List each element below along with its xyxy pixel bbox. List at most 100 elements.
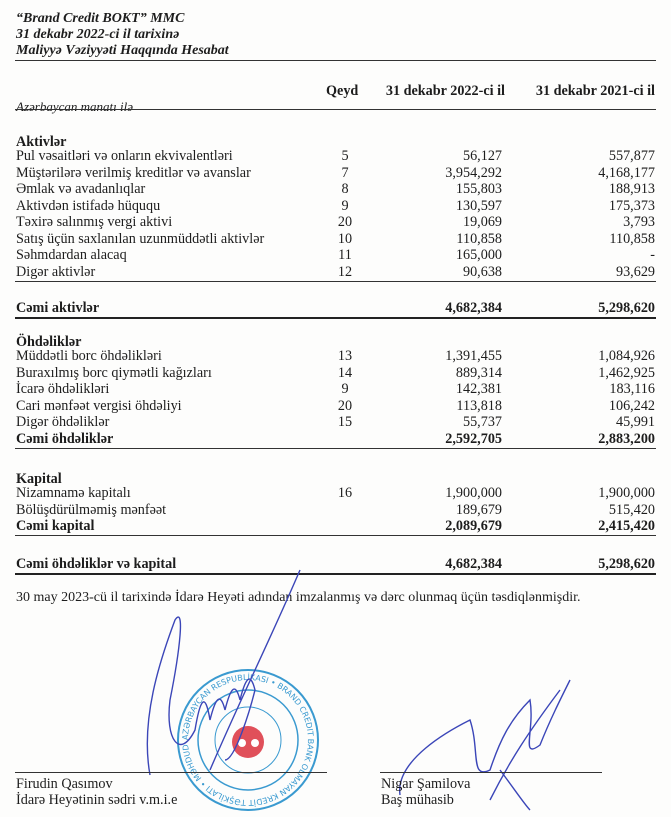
cell-label: Aktivdən istifadə hüququ bbox=[16, 197, 161, 214]
cell-v2022: 155,803 bbox=[455, 181, 502, 197]
chairman-name: Firudin Qasımov bbox=[16, 776, 113, 792]
total-rule bbox=[15, 317, 656, 319]
company-name: “Brand Credit BOKT” MMC bbox=[16, 11, 185, 26]
col-2022-header: 31 dekabr 2022-ci il bbox=[385, 83, 505, 99]
grand-total-rule bbox=[15, 573, 656, 575]
table-row: Cari mənfəət vergisi öhdəliyi 20 113,818 10… bbox=[0, 398, 671, 415]
accountant-name: Nigar Şamilova bbox=[381, 776, 471, 792]
signature-line-2 bbox=[380, 772, 602, 773]
report-date: 31 dekabr 2022-ci il tarixinə bbox=[16, 27, 180, 42]
cell-label: Cəmi öhdəliklər bbox=[16, 430, 114, 447]
cell-label: İcarə öhdəlikləri bbox=[16, 381, 110, 397]
table-row: Təxirə salınmış vergi aktivi 20 19,069 3,79… bbox=[0, 214, 671, 231]
cell-note: 11 bbox=[338, 247, 352, 263]
cell-v2022: 4,682,384 bbox=[445, 300, 502, 316]
chairman-position: İdarə Heyətinin sədri v.m.i.e bbox=[16, 792, 178, 808]
cell-label: Bölüşdürülməmiş mənfəət bbox=[16, 501, 167, 518]
cell-note: 14 bbox=[337, 364, 353, 381]
cell-v2021: 4,168,177 bbox=[598, 164, 655, 181]
cell-v2022: 3,954,292 bbox=[445, 164, 502, 181]
cell-v2021: 3,793 bbox=[623, 214, 655, 230]
stamp-outer-ring bbox=[177, 669, 319, 811]
cell-label: Təxirə salınmış vergi aktivi bbox=[16, 214, 173, 230]
cell-note: 20 bbox=[337, 397, 353, 414]
cell-label: Digər öhdəliklər bbox=[16, 414, 110, 430]
table-row: Müştərilərə verilmiş kreditlər və avansl… bbox=[0, 165, 671, 182]
cell-v2022: 90,638 bbox=[462, 263, 502, 280]
cell-v2021: 183,116 bbox=[609, 381, 655, 397]
table-row: Satış üçün saxlanılan uzunmüddətli aktiv… bbox=[0, 231, 671, 248]
table-row: Səhmdardan alacaq 11 165,000 - bbox=[0, 247, 671, 264]
stamp-logo bbox=[232, 726, 264, 758]
table-row: Bölüşdürülməmiş mənfəət 189,679 515,420 bbox=[0, 502, 671, 519]
signature-line-1 bbox=[15, 772, 327, 773]
col-note-header: Qeyd bbox=[326, 83, 359, 99]
cell-note: 8 bbox=[341, 181, 349, 197]
cell-label: Cari mənfəət vergisi öhdəliyi bbox=[16, 397, 182, 414]
cell-v2021: 2,883,200 bbox=[598, 430, 655, 447]
cell-v2022: 1,900,000 bbox=[445, 485, 502, 501]
cell-v2021: 110,858 bbox=[609, 230, 655, 247]
cell-note: 5 bbox=[341, 148, 349, 164]
cell-label: Buraxılmış borc qiymətli kağızları bbox=[16, 364, 212, 381]
cell-v2022: 113,818 bbox=[456, 397, 502, 414]
table-row: Aktivdən istifadə hüququ 9 130,597 175,373 bbox=[0, 198, 671, 215]
column-header-rule bbox=[15, 109, 656, 110]
grand-total-row: Cəmi öhdəliklər və kapital 4,682,384 5,298… bbox=[0, 556, 671, 573]
table-row: Buraxılmış borc qiymətli kağızları 14 889,… bbox=[0, 365, 671, 382]
header-rule bbox=[15, 60, 656, 61]
cell-label: Digər aktivlər bbox=[16, 263, 96, 280]
cell-v2022: 2,089,679 bbox=[445, 518, 502, 534]
cell-label: Cəmi kapital bbox=[16, 518, 95, 534]
cell-v2022: 55,737 bbox=[462, 414, 502, 430]
table-row: Pul vəsaitləri və onların ekvivalentləri… bbox=[0, 148, 671, 165]
cell-v2021: 5,298,620 bbox=[598, 300, 655, 316]
cell-v2021: 45,991 bbox=[615, 414, 655, 430]
table-row: Nizamnamə kapitalı 16 1,900,000 1,900,000 bbox=[0, 485, 671, 502]
cell-note: 16 bbox=[337, 485, 353, 501]
cell-label: Pul vəsaitləri və onların ekvivalentləri bbox=[16, 148, 233, 164]
cell-note: 7 bbox=[341, 164, 349, 181]
cell-v2021: 1,084,926 bbox=[598, 348, 655, 364]
table-row: Digər aktivlər 12 90,638 93,629 bbox=[0, 264, 671, 281]
cell-note: 9 bbox=[341, 197, 349, 214]
subtotal-rule bbox=[15, 281, 656, 282]
total-rule bbox=[15, 447, 656, 449]
total-row: Cəmi aktivlər 4,682,384 5,298,620 bbox=[0, 300, 671, 317]
cell-v2022: 19,069 bbox=[462, 214, 502, 230]
cell-v2022: 110,858 bbox=[456, 230, 502, 247]
col-2021-header: 31 dekabr 2021-ci il bbox=[535, 83, 655, 99]
cell-label: Əmlak və avadanlıqlar bbox=[16, 181, 146, 197]
cell-v2022: 142,381 bbox=[455, 381, 502, 397]
total-rule bbox=[15, 535, 656, 536]
cell-v2022: 2,592,705 bbox=[445, 430, 502, 447]
cell-note: 20 bbox=[337, 214, 353, 230]
cell-v2021: 1,900,000 bbox=[598, 485, 655, 501]
cell-v2022: 165,000 bbox=[455, 247, 502, 263]
cell-v2021: 106,242 bbox=[608, 397, 655, 414]
stamp-center-ring bbox=[214, 706, 282, 774]
cell-label: Cəmi aktivlər bbox=[16, 300, 100, 316]
cell-v2022: 130,597 bbox=[455, 197, 502, 214]
cell-v2021: 557,877 bbox=[608, 148, 655, 164]
total-row: Cəmi kapital 2,089,679 2,415,420 bbox=[0, 518, 671, 535]
total-row: Cəmi öhdəliklər 2,592,705 2,883,200 bbox=[0, 431, 671, 448]
table-row: Digər öhdəliklər 15 55,737 45,991 bbox=[0, 414, 671, 431]
accountant-signature bbox=[399, 679, 571, 811]
cell-v2021: 5,298,620 bbox=[598, 556, 655, 572]
table-row: Əmlak və avadanlıqlar 8 155,803 188,913 bbox=[0, 181, 671, 198]
table-row: Müddətli borc öhdəlikləri 13 1,391,455 1,08… bbox=[0, 348, 671, 365]
cell-v2022: 56,127 bbox=[462, 148, 502, 164]
cell-v2021: 188,913 bbox=[608, 181, 655, 197]
cell-note: 9 bbox=[341, 381, 349, 397]
report-title: Maliyyə Vəziyyəti Haqqında Hesabat bbox=[16, 43, 229, 58]
cell-note: 13 bbox=[337, 348, 353, 364]
cell-note: 12 bbox=[337, 263, 353, 280]
table-row: İcarə öhdəlikləri 9 142,381 183,116 bbox=[0, 381, 671, 398]
cell-note: 10 bbox=[337, 230, 353, 247]
section-title: Aktivlər bbox=[16, 134, 67, 150]
cell-v2021: 515,420 bbox=[608, 501, 655, 518]
accountant-position: Baş mühasib bbox=[381, 792, 454, 808]
cell-v2022: 889,314 bbox=[455, 364, 502, 381]
